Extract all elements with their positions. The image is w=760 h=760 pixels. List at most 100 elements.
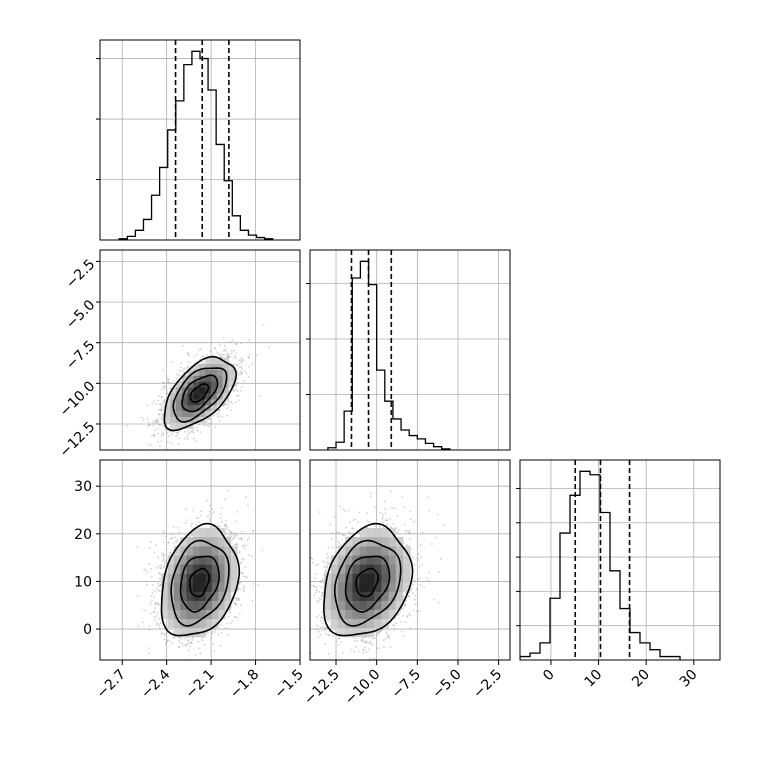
density-cell	[199, 398, 206, 406]
scatter-point	[352, 637, 354, 639]
scatter-point	[163, 555, 165, 558]
scatter-point	[407, 530, 410, 533]
scatter-point	[354, 637, 357, 640]
density-cell	[374, 582, 382, 592]
scatter-point	[239, 581, 242, 584]
scatter-point	[197, 647, 200, 650]
density-cell	[359, 573, 368, 583]
scatter-point	[369, 640, 372, 643]
density-cell	[388, 537, 397, 547]
scatter-point	[318, 590, 321, 593]
scatter-point	[211, 632, 214, 635]
scatter-point	[403, 506, 406, 509]
scatter-point	[222, 404, 225, 407]
density-cell	[222, 357, 229, 365]
panel-border	[519, 459, 721, 661]
scatter-point	[214, 426, 217, 428]
scatter-point	[166, 392, 168, 395]
density-cell	[205, 398, 212, 406]
density-cell	[388, 600, 397, 610]
scatter-point	[327, 652, 330, 655]
y-tick-label: 20	[74, 527, 92, 543]
scatter-point	[235, 543, 238, 546]
density-cell	[222, 363, 229, 370]
scatter-point	[324, 643, 326, 646]
scatter-point	[159, 583, 162, 586]
scatter-point	[238, 359, 241, 361]
scatter-point	[159, 567, 162, 570]
scatter-point	[163, 381, 166, 384]
density-cell	[352, 609, 361, 620]
density-cell	[181, 422, 188, 429]
density-cell	[164, 404, 171, 412]
scatter-point	[209, 637, 212, 640]
scatter-point	[233, 534, 235, 537]
scatter-point	[158, 403, 161, 405]
scatter-point	[186, 643, 188, 646]
density-cell	[173, 627, 181, 638]
scatter-point	[192, 431, 195, 434]
scatter-point	[175, 452, 177, 454]
scatter-point	[233, 597, 236, 600]
scatter-point	[225, 350, 228, 353]
scatter-point	[396, 515, 399, 517]
scatter-point	[378, 647, 381, 650]
scatter-point	[428, 509, 430, 512]
density-cell	[167, 618, 175, 629]
scatter-point	[157, 556, 160, 559]
density-cell	[218, 564, 225, 574]
scatter-point	[403, 595, 405, 598]
contour-line	[160, 522, 241, 637]
density-cell	[205, 375, 212, 382]
scatter-point	[195, 523, 197, 526]
scatter-point	[408, 595, 411, 598]
scatter-point	[331, 546, 334, 549]
density-cell	[199, 387, 206, 394]
density-cell	[199, 618, 206, 629]
scatter-point	[165, 548, 168, 551]
density-cell	[199, 363, 206, 370]
scatter-point	[405, 599, 407, 602]
scatter-point	[235, 343, 238, 345]
density-cell	[338, 591, 346, 601]
scatter-point	[245, 544, 248, 547]
density-cell	[230, 573, 238, 583]
scatter-point	[320, 616, 323, 619]
scatter-point	[374, 525, 377, 527]
x-tick-label: 30	[677, 667, 701, 691]
scatter-point	[412, 609, 415, 612]
scatter-point	[210, 420, 213, 423]
scatter-point	[251, 362, 254, 365]
scatter-point	[237, 394, 240, 397]
density-cell	[181, 381, 188, 388]
y-tick-label: 10	[74, 574, 92, 590]
scatter-point	[239, 604, 242, 607]
density-cell	[193, 375, 200, 382]
scatter-point	[218, 353, 221, 356]
density-cell	[374, 546, 382, 556]
density-cell	[211, 600, 219, 610]
scatter-point	[143, 609, 146, 612]
scatter-point	[241, 572, 244, 575]
density-cell	[323, 609, 332, 620]
scatter-point	[382, 526, 385, 529]
scatter-point	[248, 353, 251, 356]
density-cell	[170, 387, 177, 394]
scatter-point	[157, 565, 160, 567]
density-cell	[216, 357, 224, 365]
scatter-point	[152, 400, 155, 403]
scatter-point	[352, 527, 354, 530]
scatter-point	[148, 625, 151, 627]
scatter-point	[183, 637, 186, 640]
scatter-point	[416, 602, 419, 604]
scatter-point	[384, 638, 387, 640]
scatter-point	[227, 353, 230, 356]
scatter-point	[207, 515, 209, 518]
scatter-point	[336, 546, 338, 548]
density-cell	[199, 591, 206, 601]
scatter-point	[240, 562, 242, 565]
scatter-point	[421, 564, 424, 566]
scatter-point	[185, 519, 188, 521]
scatter-point	[157, 427, 159, 430]
scatter-point	[241, 359, 244, 362]
